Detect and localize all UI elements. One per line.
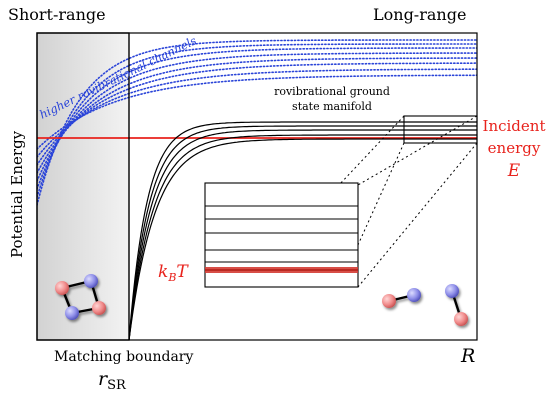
- long-range-label: Long-range: [373, 5, 466, 24]
- channel-curve: [37, 68, 477, 158]
- ground-state-label-line2: state manifold: [292, 100, 372, 113]
- zoom-inset: [204, 182, 359, 288]
- short-range-label: Short-range: [8, 5, 106, 24]
- channel-curve: [37, 57, 477, 174]
- manifold-curve: [128, 129, 477, 340]
- ground-state-label-line1: rovibrational ground: [274, 85, 390, 98]
- ground-state-curves: [128, 121, 477, 340]
- molecule-dimer-icon: [382, 288, 421, 308]
- manifold-curve: [128, 134, 477, 340]
- molecule-dimer-icon-right: [445, 284, 468, 326]
- manifold-curve: [128, 121, 477, 340]
- manifold-curve: [128, 138, 477, 340]
- zoom-connectors: [338, 115, 478, 288]
- channel-curve: [37, 74, 477, 150]
- matching-boundary-label: Matching boundary: [54, 349, 193, 365]
- boundary-symbol: rSR: [98, 368, 127, 393]
- plot-frame: [36, 32, 478, 341]
- zoom-region-box: [403, 115, 478, 144]
- incident-label-line2: energy: [488, 139, 541, 157]
- manifold-curve: [128, 125, 477, 340]
- channel-curve: [37, 39, 477, 206]
- x-axis-label: R: [460, 345, 475, 367]
- channel-curve: [37, 47, 477, 190]
- short-range-region: [37, 33, 129, 340]
- channel-curve: [37, 62, 477, 166]
- channel-curve: [37, 43, 477, 198]
- y-axis-label: Potential Energy: [8, 130, 26, 258]
- higher-channel-curves: [37, 39, 477, 206]
- channel-curve: [37, 52, 477, 182]
- incident-label-line1: Incident: [483, 117, 546, 135]
- thermal-energy-label: kBT: [158, 262, 189, 284]
- molecule-four-atom-icon: [55, 274, 106, 320]
- incident-symbol: E: [507, 161, 521, 181]
